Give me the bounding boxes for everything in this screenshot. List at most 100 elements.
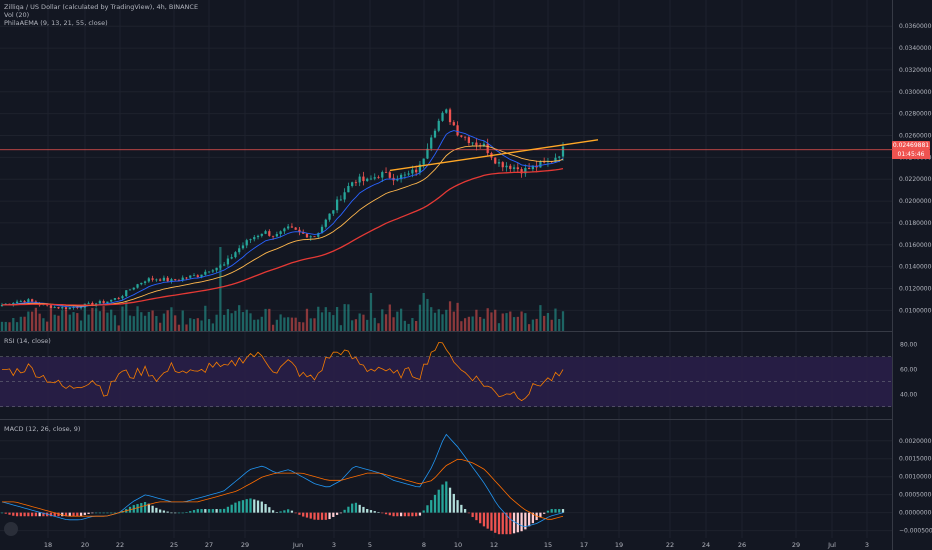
candle-body[interactable] (15, 301, 19, 303)
candle-body[interactable] (448, 109, 452, 123)
candle-body[interactable] (162, 277, 166, 281)
candle-body[interactable] (388, 172, 391, 178)
tradingview-logo[interactable] (4, 522, 18, 536)
candle-body[interactable] (110, 299, 113, 302)
candle-body[interactable] (426, 148, 429, 159)
candle-body[interactable] (554, 157, 557, 162)
candle-body[interactable] (497, 162, 501, 164)
candle-body[interactable] (298, 229, 301, 232)
candle-body[interactable] (305, 233, 309, 238)
candle-body[interactable] (384, 172, 388, 173)
candle-body[interactable] (475, 142, 478, 146)
candle-body[interactable] (396, 179, 399, 181)
candle-body[interactable] (377, 177, 380, 179)
candle-body[interactable] (294, 227, 297, 230)
candle-body[interactable] (561, 146, 565, 157)
candle-body[interactable] (106, 301, 109, 304)
candle-body[interactable] (317, 233, 320, 237)
candle-body[interactable] (452, 122, 455, 126)
candle-body[interactable] (467, 137, 471, 143)
candle-body[interactable] (76, 307, 79, 308)
candle-body[interactable] (335, 199, 339, 211)
candle-body[interactable] (12, 302, 15, 305)
candle-body[interactable] (170, 279, 173, 282)
candle-body[interactable] (351, 182, 354, 186)
candle-body[interactable] (19, 301, 22, 302)
candle-body[interactable] (362, 176, 365, 182)
candle-body[interactable] (509, 165, 512, 169)
candle-body[interactable] (125, 290, 128, 297)
candle-body[interactable] (463, 136, 467, 138)
candle-body[interactable] (211, 270, 214, 272)
candle-body[interactable] (117, 298, 120, 299)
candle-body[interactable] (558, 156, 561, 158)
candle-body[interactable] (332, 210, 335, 214)
candle-body[interactable] (181, 277, 184, 281)
candle-body[interactable] (313, 236, 316, 238)
candle-body[interactable] (253, 237, 256, 240)
candle-body[interactable] (524, 168, 527, 174)
candle-body[interactable] (49, 305, 53, 308)
candle-body[interactable] (215, 267, 218, 271)
candle-body[interactable] (373, 177, 376, 179)
candle-body[interactable] (482, 143, 486, 147)
candle-body[interactable] (543, 161, 546, 163)
candle-body[interactable] (260, 233, 263, 236)
candle-body[interactable] (264, 231, 267, 234)
candle-body[interactable] (290, 226, 294, 228)
candle-body[interactable] (302, 231, 305, 234)
candle-body[interactable] (407, 173, 410, 175)
candle-body[interactable] (219, 265, 222, 268)
candle-body[interactable] (140, 282, 143, 285)
candle-body[interactable] (68, 307, 71, 310)
candle-body[interactable] (411, 169, 414, 174)
candle-body[interactable] (347, 185, 350, 193)
candle-body[interactable] (369, 178, 373, 180)
candle-body[interactable] (268, 231, 271, 236)
candle-body[interactable] (128, 289, 132, 291)
candle-body[interactable] (143, 281, 147, 283)
candle-body[interactable] (328, 213, 331, 220)
candle-body[interactable] (155, 279, 158, 281)
candle-body[interactable] (309, 236, 312, 238)
candle-body[interactable] (207, 271, 211, 273)
candle-body[interactable] (283, 228, 286, 232)
candle-body[interactable] (437, 120, 440, 131)
candle-body[interactable] (460, 135, 463, 137)
candle-body[interactable] (113, 298, 117, 300)
candle-body[interactable] (520, 169, 523, 174)
candle-body[interactable] (275, 234, 278, 237)
candle-body[interactable] (177, 280, 181, 281)
candle-body[interactable] (189, 275, 192, 278)
candle-body[interactable] (531, 165, 535, 170)
candle-body[interactable] (200, 274, 203, 277)
candle-body[interactable] (415, 169, 418, 173)
candle-body[interactable] (174, 279, 177, 281)
candle-body[interactable] (505, 165, 508, 168)
candle-body[interactable] (132, 287, 135, 290)
candle-body[interactable] (320, 226, 324, 234)
candle-body[interactable] (151, 278, 154, 280)
candle-body[interactable] (287, 226, 290, 229)
candle-body[interactable] (343, 192, 346, 200)
candle-body[interactable] (245, 240, 248, 246)
candle-body[interactable] (279, 231, 282, 235)
candle-body[interactable] (256, 235, 260, 238)
candle-body[interactable] (354, 182, 358, 184)
candle-body[interactable] (223, 264, 226, 266)
candle-body[interactable] (486, 143, 489, 154)
candle-body[interactable] (166, 277, 169, 282)
candle-body[interactable] (64, 307, 68, 310)
candle-body[interactable] (159, 279, 162, 281)
candle-body[interactable] (23, 301, 26, 303)
candle-body[interactable] (91, 302, 94, 306)
candles[interactable] (0, 107, 565, 312)
candle-body[interactable] (403, 174, 406, 176)
candle-body[interactable] (494, 157, 497, 164)
candle-body[interactable] (238, 248, 241, 253)
candle-body[interactable] (136, 284, 139, 288)
candle-body[interactable] (399, 174, 403, 180)
candle-body[interactable] (234, 252, 237, 258)
candle-body[interactable] (121, 296, 124, 299)
candle-body[interactable] (87, 302, 90, 304)
